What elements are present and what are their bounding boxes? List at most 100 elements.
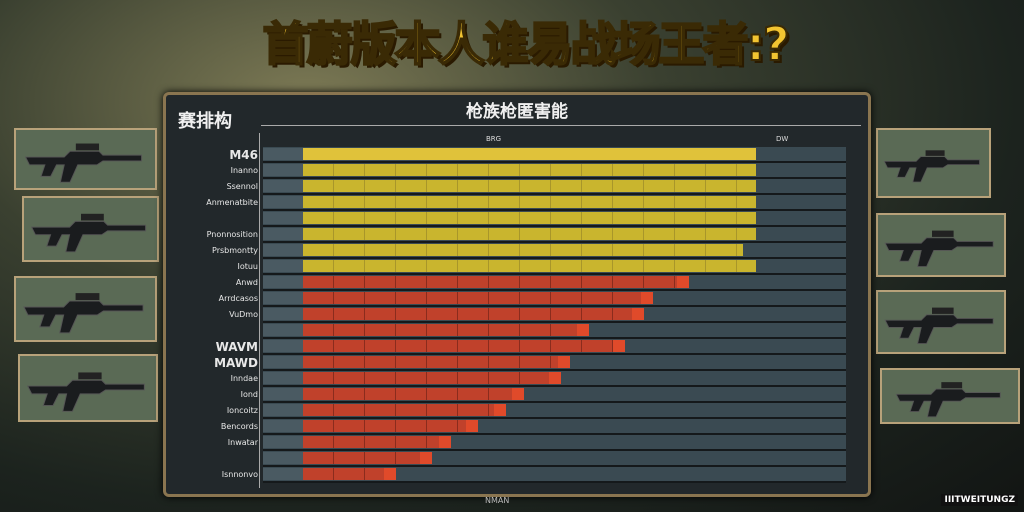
value-marker — [466, 420, 479, 432]
row-tag — [263, 372, 303, 384]
right-cell — [756, 403, 846, 419]
row-tag — [263, 452, 303, 464]
rifle-image-2 — [22, 196, 159, 262]
row-tag — [263, 340, 303, 352]
bar-row — [263, 275, 843, 291]
bar-row — [263, 243, 843, 259]
right-cell — [756, 147, 846, 163]
rifle-image-4 — [18, 354, 158, 422]
bar — [303, 276, 688, 288]
right-cell — [756, 467, 846, 483]
rifle-icon — [30, 213, 147, 253]
row-tag — [263, 436, 303, 448]
bar-row — [263, 211, 843, 227]
bar — [303, 228, 798, 240]
value-marker — [383, 468, 396, 480]
rifle-image-3 — [14, 276, 157, 342]
y-axis — [259, 133, 260, 488]
right-cell — [756, 259, 846, 275]
bar-row — [263, 387, 843, 403]
bar-row — [263, 323, 843, 339]
rifle-icon — [883, 150, 980, 183]
right-cell — [756, 355, 846, 371]
value-marker — [640, 292, 653, 304]
bar-row — [263, 291, 843, 307]
value-marker — [677, 276, 690, 288]
value-marker — [420, 452, 433, 464]
row-tag — [263, 292, 303, 304]
bar — [303, 164, 789, 176]
category-label — [166, 323, 258, 339]
watermark: IIITWEITUNGZ — [941, 494, 1018, 506]
row-tag — [263, 388, 303, 400]
bar — [303, 436, 449, 448]
value-marker — [631, 308, 644, 320]
left-header: 赛排构 — [178, 111, 232, 132]
value-marker — [558, 356, 571, 368]
right-cell — [756, 419, 846, 435]
bar-row — [263, 435, 843, 451]
right-cell — [756, 451, 846, 467]
rifle-image-7 — [876, 290, 1006, 354]
rifle-icon — [26, 372, 145, 412]
right-cell — [756, 275, 846, 291]
bar — [303, 212, 771, 224]
category-label: Anmenatbite — [206, 198, 258, 207]
bar — [303, 180, 780, 192]
category-label: Ssennol — [226, 182, 258, 191]
row-tag — [263, 468, 303, 480]
row-tag — [263, 420, 303, 432]
row-tag — [263, 212, 303, 224]
right-cell — [756, 435, 846, 451]
value-marker — [576, 324, 589, 336]
value-marker — [613, 340, 626, 352]
category-label — [166, 451, 258, 467]
value-marker — [512, 388, 525, 400]
top-axis — [261, 125, 861, 126]
bar-row — [263, 451, 843, 467]
bar — [303, 292, 651, 304]
right-cell — [756, 323, 846, 339]
value-marker — [493, 404, 506, 416]
column-header-right: DW — [776, 135, 789, 143]
bar-row — [263, 259, 843, 275]
bar-row — [263, 371, 843, 387]
rifle-icon — [23, 293, 144, 334]
category-label: Inndae — [230, 374, 258, 383]
bar-row — [263, 403, 843, 419]
bar — [303, 372, 559, 384]
right-cell — [756, 243, 846, 259]
row-tag — [263, 308, 303, 320]
row-tag — [263, 164, 303, 176]
rifle-image-5 — [876, 128, 991, 198]
bar — [303, 308, 642, 320]
bar — [303, 404, 504, 416]
rifle-icon — [884, 307, 994, 345]
category-label: VuDmo — [229, 310, 258, 319]
bar-row — [263, 355, 843, 371]
category-label: M46 — [229, 148, 258, 162]
bar — [303, 388, 523, 400]
bar-row — [263, 467, 843, 483]
category-label: WAVM — [215, 340, 258, 354]
row-tag — [263, 196, 303, 208]
right-cell — [756, 195, 846, 211]
panel-title: 枪族枪匿害能 — [466, 102, 568, 122]
poster-title: 首蔚版本人谁易战场王者:? — [261, 16, 790, 72]
right-cell — [756, 339, 846, 355]
stats-panel: 赛排构 枪族枪匿害能 BRG DW M46 Inanno Ssennol Anmena… — [163, 92, 871, 497]
right-cell — [756, 163, 846, 179]
category-label: Pnonnosition — [206, 230, 258, 239]
row-tag — [263, 228, 303, 240]
category-label: Ioncoitz — [226, 406, 258, 415]
right-cell — [756, 291, 846, 307]
rifle-icon — [884, 230, 994, 268]
bar-row — [263, 147, 843, 163]
category-label: Inanno — [230, 166, 258, 175]
bar — [303, 452, 431, 464]
bar — [303, 196, 780, 208]
category-label: Prsbmontty — [212, 246, 258, 255]
bar-row — [263, 195, 843, 211]
column-header-mid: BRG — [486, 135, 502, 143]
rifle-icon — [24, 143, 143, 183]
